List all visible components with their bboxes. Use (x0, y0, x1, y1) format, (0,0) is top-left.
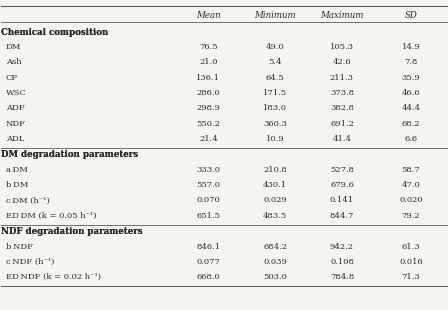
Text: DM: DM (6, 43, 21, 51)
Text: Minimum: Minimum (254, 11, 296, 20)
Text: 679.6: 679.6 (330, 181, 354, 189)
Text: 64.5: 64.5 (266, 73, 284, 82)
Text: 0.077: 0.077 (197, 258, 220, 266)
Text: 430.1: 430.1 (263, 181, 287, 189)
Text: 49.0: 49.0 (266, 43, 284, 51)
Text: 79.2: 79.2 (402, 212, 420, 220)
Text: 10.9: 10.9 (266, 135, 284, 143)
Text: 550.2: 550.2 (197, 120, 220, 128)
Text: c NDF (h⁻¹): c NDF (h⁻¹) (6, 258, 54, 266)
Text: 382.8: 382.8 (330, 104, 354, 112)
Text: 0.141: 0.141 (330, 197, 354, 205)
Text: 784.8: 784.8 (330, 273, 354, 281)
Text: NDF degradation parameters (g/kg of NDF): NDF degradation parameters (g/kg of NDF) (1, 227, 192, 236)
Text: ED DM (k = 0.05 h⁻¹): ED DM (k = 0.05 h⁻¹) (6, 212, 96, 220)
Text: 58.7: 58.7 (401, 166, 420, 174)
Text: 44.4: 44.4 (401, 104, 421, 112)
Text: 171.5: 171.5 (263, 89, 287, 97)
Text: 105.3: 105.3 (330, 43, 354, 51)
Text: 41.4: 41.4 (332, 135, 352, 143)
Text: Chemical composition: Chemical composition (1, 28, 108, 37)
Text: 71.3: 71.3 (401, 273, 420, 281)
Text: Chemical composition (g/kg of DM): Chemical composition (g/kg of DM) (1, 28, 155, 37)
Text: 5.4: 5.4 (268, 58, 282, 66)
Text: 557.0: 557.0 (196, 181, 220, 189)
Text: 360.3: 360.3 (263, 120, 287, 128)
Text: Maximum: Maximum (320, 11, 364, 20)
Text: SD: SD (405, 11, 418, 20)
Text: 210.8: 210.8 (263, 166, 287, 174)
Text: Chemical composition: Chemical composition (1, 28, 108, 37)
Text: ADF: ADF (6, 104, 25, 112)
Text: 503.0: 503.0 (263, 273, 287, 281)
Text: b DM: b DM (6, 181, 28, 189)
Text: 211.3: 211.3 (330, 73, 354, 82)
Text: 46.6: 46.6 (402, 89, 420, 97)
Text: 846.1: 846.1 (196, 242, 220, 250)
Text: 527.8: 527.8 (330, 166, 354, 174)
Text: CP: CP (6, 73, 18, 82)
Text: 0.070: 0.070 (197, 197, 220, 205)
Text: ADL: ADL (6, 135, 24, 143)
Text: ED NDF (k = 0.02 h⁻¹): ED NDF (k = 0.02 h⁻¹) (6, 273, 101, 281)
Text: 47.0: 47.0 (401, 181, 420, 189)
Text: 684.2: 684.2 (263, 242, 287, 250)
Text: 183.0: 183.0 (263, 104, 287, 112)
Text: NDF degradation parameters: NDF degradation parameters (1, 227, 143, 236)
Text: b NDF: b NDF (6, 242, 33, 250)
Text: 14.9: 14.9 (401, 43, 420, 51)
Text: 483.5: 483.5 (263, 212, 287, 220)
Text: NDF: NDF (6, 120, 26, 128)
Text: DM degradation parameters (g/kg of DM): DM degradation parameters (g/kg of DM) (1, 150, 183, 160)
Text: 42.6: 42.6 (333, 58, 351, 66)
Text: 333.0: 333.0 (196, 166, 220, 174)
Text: WSC: WSC (6, 89, 27, 97)
Text: Ash: Ash (6, 58, 22, 66)
Text: 76.5: 76.5 (199, 43, 218, 51)
Text: 6.6: 6.6 (405, 135, 418, 143)
Text: 668.0: 668.0 (197, 273, 220, 281)
Text: 0.029: 0.029 (263, 197, 287, 205)
Text: 298.9: 298.9 (196, 104, 220, 112)
Text: 286.0: 286.0 (197, 89, 220, 97)
Text: DM degradation parameters: DM degradation parameters (1, 150, 138, 159)
Text: 0.016: 0.016 (399, 258, 423, 266)
Text: 61.3: 61.3 (402, 242, 420, 250)
Text: a DM: a DM (6, 166, 28, 174)
Text: 35.9: 35.9 (401, 73, 420, 82)
Text: 21.4: 21.4 (199, 135, 218, 143)
Text: 373.8: 373.8 (330, 89, 354, 97)
Text: 0.039: 0.039 (263, 258, 287, 266)
Text: 844.7: 844.7 (330, 212, 354, 220)
Text: 691.2: 691.2 (330, 120, 354, 128)
Text: 942.2: 942.2 (330, 242, 354, 250)
Text: 7.8: 7.8 (404, 58, 418, 66)
Text: NDF degradation parameters: NDF degradation parameters (1, 227, 143, 236)
Text: 68.2: 68.2 (402, 120, 420, 128)
Text: 651.5: 651.5 (196, 212, 220, 220)
Text: 136.1: 136.1 (196, 73, 220, 82)
Text: 0.108: 0.108 (330, 258, 354, 266)
Text: Mean: Mean (196, 11, 221, 20)
Text: c DM (h⁻¹): c DM (h⁻¹) (6, 197, 50, 205)
Text: 21.0: 21.0 (199, 58, 218, 66)
Text: 0.020: 0.020 (399, 197, 423, 205)
Text: DM degradation parameters: DM degradation parameters (1, 150, 138, 159)
